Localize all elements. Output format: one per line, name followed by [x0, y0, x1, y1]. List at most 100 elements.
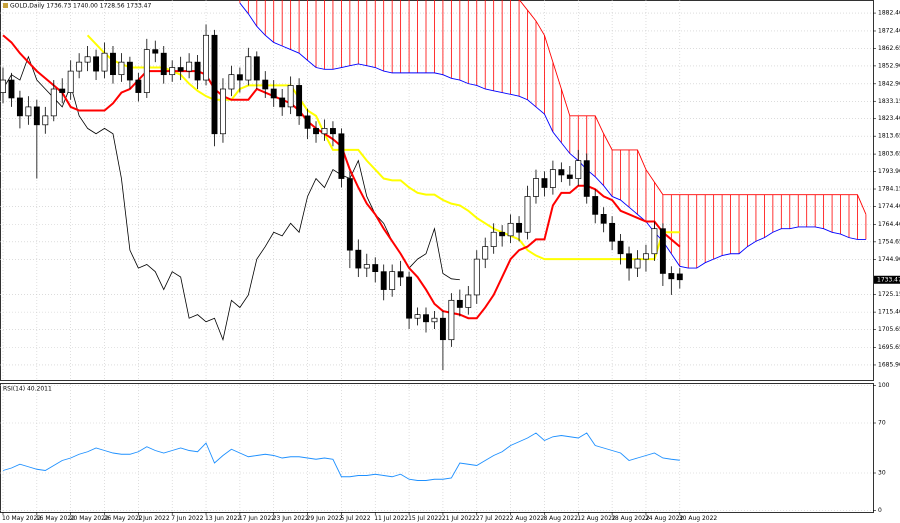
candle-body — [0, 79, 6, 93]
candle-body — [626, 253, 632, 269]
x-tick-label: 11 Jul 2022 — [374, 515, 408, 522]
y-tick-label: 1862.65 — [878, 45, 900, 52]
x-tick-label: 17 Jun 2022 — [239, 515, 275, 522]
candle-body — [389, 271, 396, 290]
y-tick-label: 1784.15 — [878, 186, 900, 193]
candle-body — [575, 160, 582, 179]
candle-body — [372, 264, 379, 273]
candle-body — [541, 178, 548, 188]
candle-body — [406, 276, 413, 319]
price-plot — [0, 0, 873, 380]
candle-body — [533, 178, 539, 197]
candle-body — [101, 52, 108, 72]
candle-body — [499, 231, 506, 237]
candle-body — [473, 258, 480, 296]
x-tick-label: 30 Aug 2022 — [679, 515, 718, 522]
y-tick-label: 1685.90 — [878, 361, 900, 368]
y-tick-label: 1882.40 — [878, 10, 900, 17]
y-tick-label: 1705.65 — [878, 326, 900, 333]
x-tick-label: 21 Jul 2022 — [442, 515, 476, 522]
x-tick-label: 1 Jun 2022 — [137, 515, 169, 522]
candle-body — [84, 56, 91, 63]
rsi-plot — [0, 384, 873, 512]
candle-body — [177, 67, 184, 72]
candle-body — [118, 61, 125, 76]
y-tick-label: 70 — [878, 420, 886, 427]
candle-body — [67, 70, 74, 93]
indicator-line — [2, 55, 460, 342]
candle-body — [397, 271, 404, 278]
candle-body — [245, 56, 252, 81]
y-tick-label: 0 — [878, 507, 882, 514]
y-tick-label: 1744.90 — [878, 256, 900, 263]
candle-body — [194, 61, 201, 81]
candle-body — [50, 88, 57, 117]
y-tick-label: 1725.15 — [878, 291, 900, 298]
candle-body — [659, 228, 666, 274]
x-tick-label: 7 Jun 2022 — [171, 515, 203, 522]
y-tick-label: 1754.65 — [878, 238, 900, 245]
candle-body — [456, 299, 463, 308]
candle-body — [135, 79, 142, 93]
x-tick-label: 27 Jul 2022 — [476, 515, 510, 522]
candle-body — [220, 88, 226, 135]
candle-body — [93, 56, 100, 72]
candle-body — [321, 128, 328, 135]
candle-body — [160, 52, 167, 76]
candle-body — [490, 231, 497, 247]
candle-body — [617, 240, 624, 255]
candle-body — [287, 85, 294, 108]
y-tick-label: 1764.40 — [878, 221, 900, 228]
candle-body — [16, 97, 23, 117]
x-tick-label: 13 Jun 2022 — [205, 515, 241, 522]
candle-body — [329, 128, 336, 135]
x-tick-label: 2 Aug 2022 — [510, 515, 545, 522]
senkou-span-a — [518, 0, 867, 215]
rsi-title: RSI(14) 40.2011 — [3, 386, 52, 393]
candle-body — [253, 56, 260, 81]
candle-body — [465, 294, 472, 308]
candle-body — [380, 271, 387, 290]
candle-body — [8, 79, 15, 99]
y-tick-label: 1842.90 — [878, 80, 900, 87]
y-tick-label: 1833.15 — [878, 98, 900, 105]
candle-body — [25, 106, 32, 117]
candle-body — [558, 169, 565, 176]
x-tick-label: 24 Aug 2022 — [645, 515, 684, 522]
candle-body — [507, 222, 514, 237]
y-tick-label: 1695.65 — [878, 344, 900, 351]
candle-body — [423, 314, 429, 323]
price-panel — [0, 0, 874, 381]
x-tick-label: 16 May 2022 — [36, 515, 75, 522]
last-price-label: 1733.47 — [877, 276, 900, 283]
senkou-span-b — [239, 2, 866, 269]
y-tick-label: 1803.65 — [878, 151, 900, 158]
y-tick-label: 1793.90 — [878, 168, 900, 175]
candle-body — [110, 52, 116, 76]
candle-body — [126, 61, 133, 81]
candle-body — [296, 85, 303, 117]
x-tick-label: 18 Aug 2022 — [611, 515, 650, 522]
y-tick-label: 1872.40 — [878, 27, 900, 34]
x-tick-label: 23 Jun 2022 — [273, 515, 309, 522]
candle-body — [304, 115, 311, 129]
candle-body — [651, 228, 658, 255]
axes: 1882.40 1872.40 1862.65 1852.90 1842.90 1833.… — [2, 10, 900, 522]
x-tick-label: 8 Aug 2022 — [543, 515, 578, 522]
x-tick-label: 26 May 2022 — [104, 515, 143, 522]
rsi-line — [2, 432, 680, 481]
y-tick-label: 1852.90 — [878, 62, 900, 69]
candle-body — [524, 196, 531, 233]
symbol-icon — [3, 3, 8, 8]
candle-body — [42, 115, 49, 126]
candle-body — [262, 79, 269, 90]
x-tick-label: 12 Aug 2022 — [577, 515, 616, 522]
candle-body — [566, 174, 573, 179]
x-tick-label: 15 Jul 2022 — [408, 515, 442, 522]
candle-body — [211, 34, 218, 135]
candle-body — [583, 160, 590, 197]
y-tick-label: 1774.40 — [878, 203, 900, 210]
candle-body — [313, 128, 319, 135]
candle-body — [363, 264, 370, 269]
